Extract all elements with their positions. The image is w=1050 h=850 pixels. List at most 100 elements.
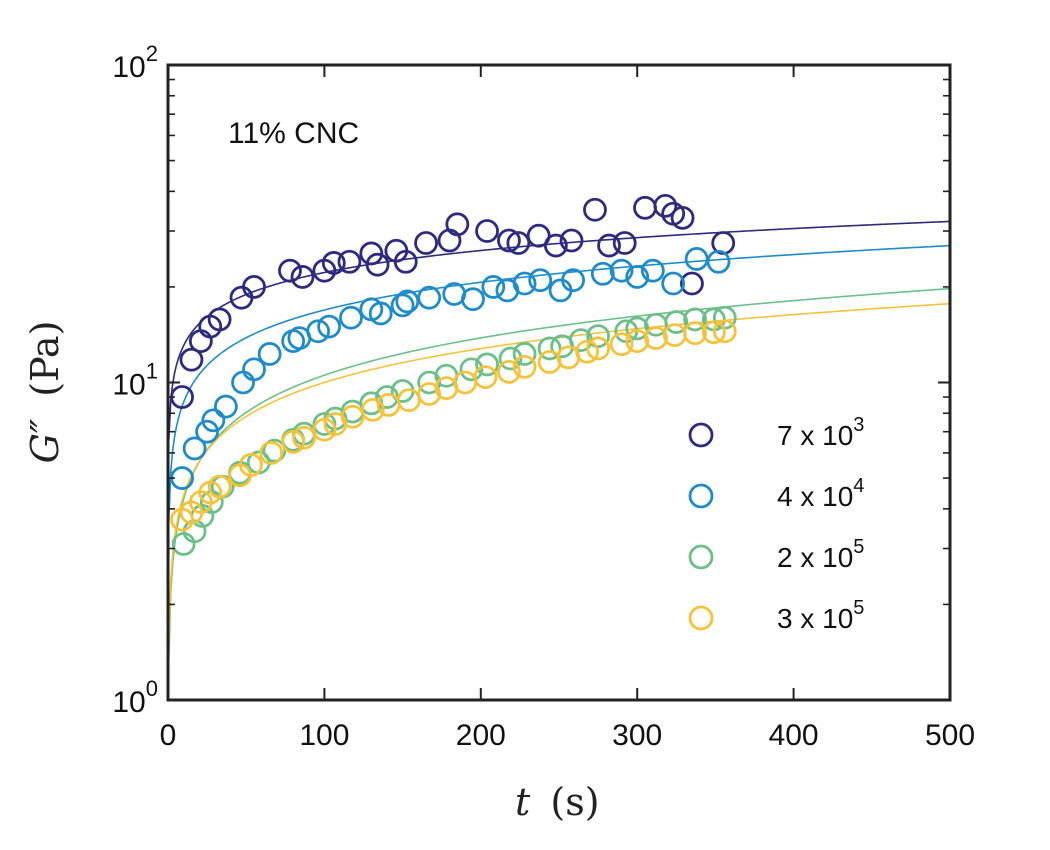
series-1-point	[242, 275, 266, 299]
y-tick-label-exponent: 2	[146, 41, 158, 66]
series-4-point	[712, 319, 737, 344]
legend-label-1: 7 x 103	[777, 414, 864, 451]
y-tick-label: 102	[112, 41, 158, 84]
x-axis-variable: t	[515, 780, 531, 824]
x-tick-label: 200	[456, 719, 506, 752]
series-3-point	[475, 352, 499, 377]
series-4-point	[473, 365, 498, 389]
annotation-label: 11% CNC	[228, 117, 359, 150]
series-2-point	[528, 268, 553, 293]
series-2-point	[481, 275, 506, 299]
series-3-point	[586, 324, 610, 349]
y-tick-label-exponent: 0	[146, 676, 158, 701]
legend-label-exponent: 4	[853, 475, 864, 497]
y-tick-label-base: 10	[112, 686, 145, 719]
legend-marker-4	[688, 605, 714, 631]
series-4-point	[497, 359, 521, 384]
series-3-point	[625, 316, 650, 341]
series-2-point	[213, 394, 238, 419]
legend-label-base: 3 x 10	[777, 603, 853, 634]
series-2-point	[417, 285, 442, 310]
series-1-point	[526, 223, 551, 248]
series-2-point	[195, 419, 220, 444]
series-4-point	[259, 441, 284, 465]
series-3-point	[262, 438, 287, 463]
x-axis-unit: (s)	[550, 780, 599, 824]
series-2-point	[661, 271, 686, 296]
series-1-point	[543, 233, 568, 258]
series-4-point	[625, 329, 650, 354]
series-2-point	[201, 408, 226, 433]
series-1-point	[506, 231, 531, 255]
series-2-point	[242, 357, 266, 382]
series-1-point	[179, 347, 204, 372]
series-3-point	[683, 307, 707, 332]
series-1-point	[559, 228, 584, 253]
series-4-point	[238, 453, 263, 477]
y-tick-label: 101	[112, 359, 158, 402]
legend-label-2: 4 x 104	[777, 475, 864, 512]
series-2-point	[339, 305, 363, 330]
legend-marker-1	[688, 422, 714, 448]
series-3-point	[664, 310, 689, 334]
series-2-point	[306, 319, 331, 344]
series-4-point	[644, 326, 668, 350]
y-axis-unit: (Pa)	[23, 321, 67, 397]
y-tick-label: 100	[112, 676, 158, 719]
plot-area	[168, 65, 950, 700]
legend-label-exponent: 5	[853, 536, 864, 558]
legend-label-exponent: 3	[853, 414, 864, 436]
legend-label-exponent: 5	[853, 597, 864, 619]
y-axis-variable: G″	[23, 419, 67, 464]
series-2-point	[706, 249, 731, 274]
series-1-point	[680, 271, 704, 296]
series-3-point	[312, 412, 337, 436]
series-2-point	[368, 301, 393, 326]
legend-marker-2	[688, 483, 714, 509]
legend-label-3: 2 x 105	[777, 536, 864, 573]
series-1-point	[670, 205, 695, 230]
x-tick-label: 400	[769, 719, 819, 752]
fit-line-3	[167, 287, 951, 661]
series-1-point	[653, 193, 678, 218]
series-4-point	[683, 321, 707, 346]
series-4-point	[701, 320, 726, 345]
series-4-point	[207, 474, 232, 499]
series-4-point	[292, 425, 316, 450]
series-1-point	[475, 219, 499, 243]
x-axis-title: t (s)	[515, 780, 600, 824]
series-1-point	[207, 307, 232, 332]
y-tick-label-base: 10	[112, 369, 145, 402]
series-1-point	[365, 252, 390, 277]
series-2-point	[561, 268, 585, 293]
series-1-point	[445, 212, 470, 237]
series-3-point	[459, 357, 484, 382]
series-2-point	[390, 293, 415, 318]
series-1-point	[290, 265, 315, 289]
y-tick-label-exponent: 1	[146, 359, 158, 384]
svg-text:G″ (Pa): G″ (Pa)	[23, 321, 67, 464]
series-3-point	[537, 336, 562, 361]
plot-background	[168, 65, 950, 700]
legend-label-base: 2 x 10	[777, 542, 853, 573]
y-tick-label-base: 10	[112, 51, 145, 84]
series-1-point	[337, 249, 362, 274]
series-1-point	[321, 251, 346, 275]
series-4-point	[609, 332, 634, 357]
fit-line-2	[167, 244, 951, 522]
series-4-point	[281, 429, 306, 454]
svg-text:t (s): t (s)	[515, 780, 600, 824]
series-2-point	[590, 261, 615, 286]
series-4-point	[512, 354, 537, 379]
series-1-point	[612, 231, 637, 255]
series-4-point	[417, 382, 442, 406]
series-1-point	[278, 258, 302, 283]
series-4-point	[312, 417, 337, 442]
legend-marker-3	[688, 544, 714, 570]
y-axis-title: G″ (Pa)	[23, 321, 67, 464]
series-4-point	[360, 397, 385, 422]
x-tick-label: 300	[612, 719, 662, 752]
series-2-point	[395, 289, 420, 314]
